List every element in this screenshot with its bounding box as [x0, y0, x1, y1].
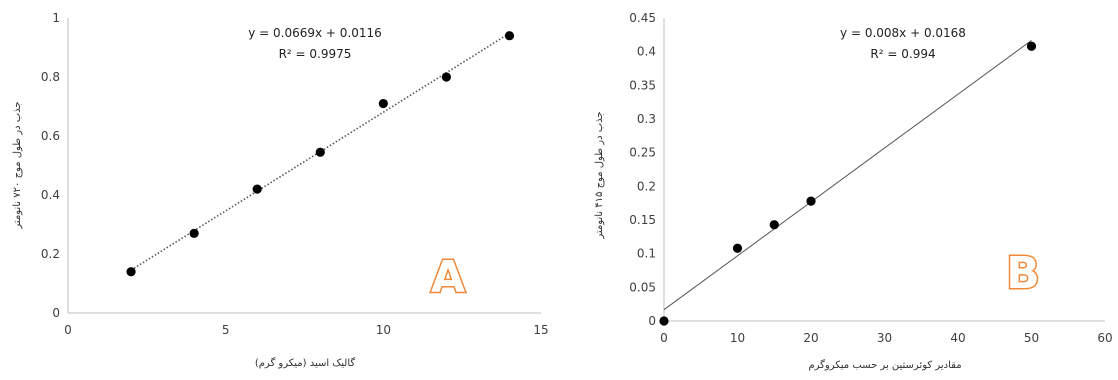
x-tick-label: 10 — [376, 323, 391, 337]
x-tick-label: 0 — [660, 331, 668, 345]
y-tick-label: 0.1 — [637, 247, 656, 261]
data-point — [806, 196, 816, 206]
data-point — [504, 31, 515, 41]
y-tick-label: 0.45 — [629, 11, 656, 25]
y-tick-label: 0.6 — [41, 129, 60, 143]
x-tick-label: 15 — [533, 323, 548, 337]
y-tick-label: 0.4 — [41, 188, 60, 202]
y-axis-label: جذب در طول موج ۷۲۰ نانومتر — [12, 101, 23, 229]
x-axis-label: مقادیر کوئرستین بر حسب میکروگرم — [808, 359, 961, 371]
data-point — [126, 267, 136, 277]
panel-label: A — [431, 252, 465, 303]
trendline — [663, 39, 1032, 311]
y-tick-label: 0.25 — [629, 146, 656, 160]
data-point — [378, 98, 388, 109]
y-tick-label: 0.15 — [629, 213, 656, 227]
y-tick-label: 0.2 — [41, 247, 60, 261]
y-tick-label: 0 — [52, 306, 60, 320]
data-point — [252, 184, 262, 194]
x-tick-label: 50 — [1024, 331, 1039, 345]
y-axis-title: جذب در طول موج ۴۱۵ نانومتر — [594, 111, 605, 239]
y-tick-label: 0.05 — [629, 280, 656, 294]
data-point — [441, 72, 451, 82]
chart-b: جذب در طول موج ۴۱۵ نانومتر مقادیر کوئرست… — [594, 11, 1113, 371]
x-tick-label: 20 — [803, 331, 818, 345]
y-tick-label: 0.8 — [41, 70, 60, 84]
data-point — [659, 316, 669, 326]
x-tick-label: 0 — [64, 323, 72, 337]
data-point — [769, 220, 779, 230]
y-tick-label: 0.3 — [637, 112, 656, 126]
data-point — [189, 228, 199, 238]
data-point — [315, 147, 325, 157]
x-tick-label: 10 — [730, 331, 745, 345]
trendline-equation: y = 0.0669x + 0.0116 — [248, 26, 382, 40]
r-squared: R² = 0.994 — [870, 47, 935, 61]
y-tick-label: 0.2 — [637, 179, 656, 193]
x-tick-label: 40 — [950, 331, 965, 345]
y-tick-label: 0.4 — [637, 45, 656, 59]
data-point — [732, 243, 743, 253]
y-axis-title: جذب در طول موج ۷۲۰ نانومتر — [12, 101, 23, 229]
y-axis-label: جذب در طول موج ۴۱۵ نانومتر — [594, 111, 605, 239]
x-tick-label: 60 — [1097, 331, 1112, 345]
y-tick-label: 1 — [52, 11, 60, 25]
y-tick-label: 0.35 — [629, 78, 656, 92]
r-squared: R² = 0.9975 — [279, 47, 352, 61]
x-axis-label: گالیک اسید (میکرو گرم) — [255, 357, 356, 369]
y-tick-label: 0 — [648, 314, 656, 328]
x-tick-label: 5 — [222, 323, 230, 337]
trendline-equation: y = 0.008x + 0.0168 — [840, 26, 966, 40]
data-point — [1026, 41, 1037, 51]
x-tick-label: 30 — [877, 331, 892, 345]
panel-label: B — [1006, 248, 1040, 299]
chart-a: جذب در طول موج ۷۲۰ نانومتر گالیک اسید (م… — [12, 11, 549, 369]
